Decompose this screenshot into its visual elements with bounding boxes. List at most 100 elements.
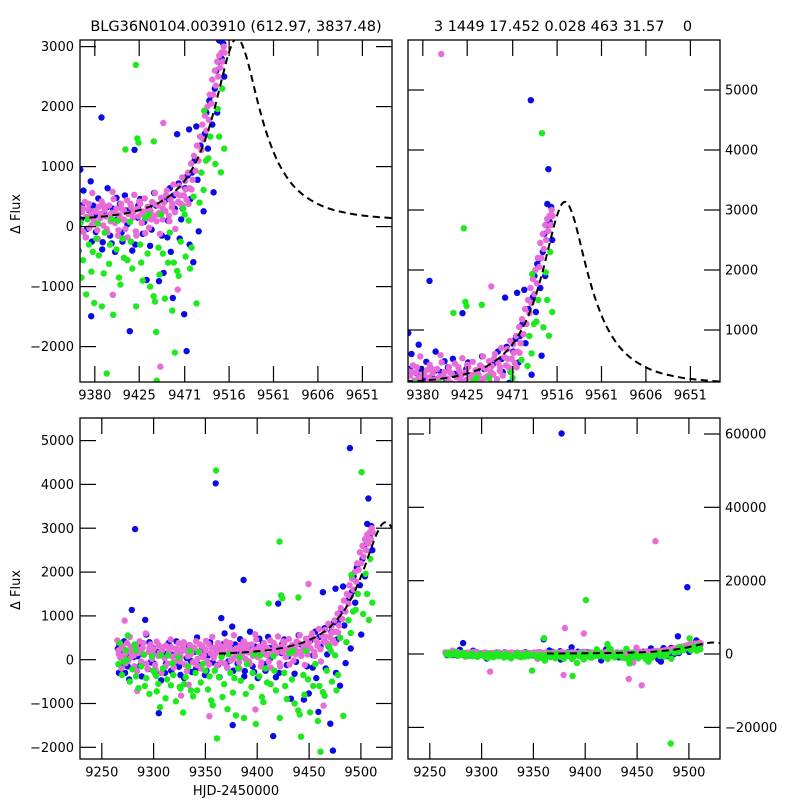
y-tick-label: −20000 [725,721,777,736]
data-point-violet [539,230,546,238]
data-point-green [123,656,130,663]
data-point-green [155,244,162,251]
data-point-violet [456,367,463,374]
y-tick-label: 2000 [725,264,758,279]
data-point-green [345,617,352,624]
data-point-blue [193,123,200,130]
data-point-violet [117,200,125,207]
data-point-violet [317,646,324,653]
data-point-blue [315,708,322,716]
data-point-violet [346,582,353,589]
data-point-green [124,257,131,264]
data-point-violet [538,254,545,262]
data-point-green [141,682,148,690]
data-point-green [113,246,120,253]
data-point-violet [537,239,544,247]
data-point-violet [200,652,208,659]
data-point-violet [337,604,344,612]
axes-frame [79,39,393,383]
data-point-green [129,265,136,272]
data-point-violet [491,350,499,358]
data-point-blue [538,352,545,359]
data-point-blue [545,166,552,173]
data-point-green [573,659,581,667]
y-tick-label: 0 [66,220,74,235]
data-point-green [224,706,231,713]
data-point-green [106,241,114,248]
data-point-blue [121,192,129,199]
data-point-violet [180,639,187,646]
data-point-violet [258,659,265,666]
data-point-violet [438,359,445,366]
data-point-blue [194,176,201,183]
axes-frame [79,417,393,760]
data-point-green [182,253,189,260]
data-point-violet [429,370,436,377]
data-point-green [328,678,336,685]
data-point-green [146,283,154,290]
data-point-violet [212,82,219,89]
data-point-violet [311,652,318,659]
data-point-green [80,257,87,264]
data-point-violet [331,617,338,624]
data-point-violet [151,189,159,197]
data-point-green [262,665,269,672]
data-point-green [161,295,169,302]
data-point-green [164,652,172,659]
data-point-green [216,133,223,140]
data-point-green [150,293,157,300]
y-tick-label: −2000 [30,741,74,756]
data-point-violet [151,661,159,669]
data-point-blue [246,628,254,635]
x-tick-label: 9500 [672,766,705,781]
data-point-violet [248,641,255,648]
data-point-violet [85,200,93,207]
data-point-green [145,211,152,218]
data-point-green [193,687,201,694]
y-tick-label: 3000 [725,204,758,219]
data-point-green [151,298,159,305]
data-point-green [169,660,176,667]
data-point-violet [339,615,346,623]
data-point-violet [213,662,220,669]
data-point-violet [153,218,160,225]
data-point-blue [99,239,106,246]
data-point-green [518,356,525,364]
y-tick-label: 20000 [725,574,766,589]
data-point-green [116,639,124,647]
data-point-green [232,712,240,719]
data-point-green [153,688,160,695]
data-point-blue [190,259,197,266]
y-tick-label: 60000 [725,428,766,443]
data-point-green [218,653,225,661]
data-point-blue [218,614,225,622]
data-point-violet [521,305,529,313]
data-point-green [236,654,243,661]
data-point-green [301,691,308,698]
data-point-green [645,658,652,665]
data-point-green [177,685,184,692]
data-point-violet [437,352,444,359]
data-point-violet [210,91,217,98]
data-point-violet [175,639,182,647]
data-point-violet [529,275,537,283]
data-point-violet [412,369,420,376]
data-point-green [93,235,100,242]
data-point-green [114,217,121,224]
data-point-green [213,735,221,742]
data-point-violet [438,50,445,58]
data-point-blue [336,682,344,689]
data-point-violet [334,610,341,617]
data-point-green [124,632,131,639]
data-point-violet [208,100,215,107]
data-point-violet [340,597,347,604]
data-point-green [135,685,142,692]
data-point-violet [265,658,272,665]
y-tick-label: 40000 [725,501,766,516]
data-point-blue [155,278,163,285]
data-point-blue [146,242,154,249]
data-point-green [94,220,102,227]
data-point-violet [193,661,200,669]
data-point-green [170,671,177,679]
data-point-violet [128,204,135,211]
